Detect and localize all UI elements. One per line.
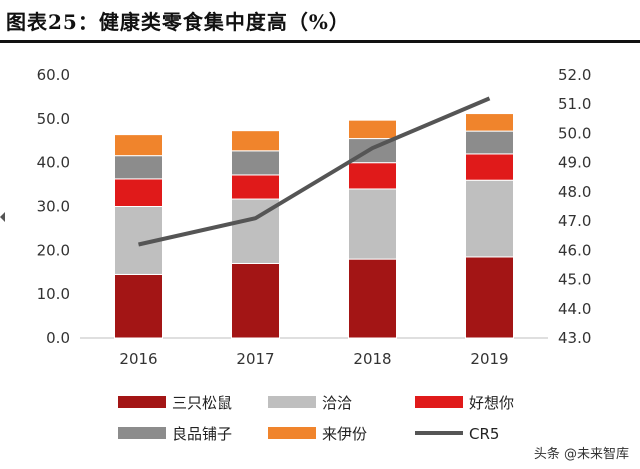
- y-left-tick-label: 0.0: [46, 329, 70, 347]
- y-right-tick-label: 50.0: [558, 124, 591, 142]
- bar-segment: [114, 134, 163, 157]
- y-right-tick-label: 49.0: [558, 154, 591, 172]
- watermark: 头条 @未来智库: [530, 442, 632, 463]
- y-left-tick-label: 50.0: [37, 110, 70, 128]
- y-right-tick-label: 44.0: [558, 300, 591, 318]
- x-tick-label: 2019: [470, 350, 508, 368]
- bar-segment: [465, 130, 514, 155]
- y-right-tick-label: 52.0: [558, 66, 591, 84]
- title-bar: 图表25：健康类零食集中度高（%）: [0, 0, 640, 44]
- y-right-tick-label: 51.0: [558, 95, 591, 113]
- bar-segment: [348, 119, 397, 140]
- bar-segment: [231, 262, 280, 339]
- y-left-tick-label: 40.0: [37, 154, 70, 172]
- y-right-tick-label: 45.0: [558, 271, 591, 289]
- x-tick-label: 2016: [119, 350, 157, 368]
- bar-segment: [465, 113, 514, 132]
- legend-label: 好想你: [469, 394, 514, 412]
- y-right-tick-label: 46.0: [558, 241, 591, 259]
- legend-label: CR5: [469, 425, 499, 443]
- legend-swatch: [415, 396, 463, 408]
- y-right-tick-label: 43.0: [558, 329, 591, 347]
- x-tick-label: 2017: [236, 350, 274, 368]
- bar-segment: [231, 174, 280, 200]
- legend-swatch: [268, 427, 316, 439]
- y-left-tick-label: 20.0: [37, 241, 70, 259]
- bar-segment: [231, 130, 280, 152]
- edge-marker: [0, 212, 5, 222]
- y-left-tick-label: 30.0: [37, 198, 70, 216]
- legend-label: 来伊份: [322, 425, 367, 443]
- y-right-tick-label: 48.0: [558, 183, 591, 201]
- bar-segment: [114, 155, 163, 180]
- legend-swatch: [118, 427, 166, 439]
- bar-segment: [465, 179, 514, 258]
- chart-title: 图表25：健康类零食集中度高（%）: [6, 10, 350, 34]
- bar-segment: [348, 258, 397, 339]
- legend-swatch: [268, 396, 316, 408]
- title-rule: [0, 40, 640, 43]
- bar-segment: [114, 178, 163, 207]
- bar-segment: [348, 162, 397, 190]
- legend-label: 良品铺子: [172, 425, 232, 443]
- y-right-tick-label: 47.0: [558, 212, 591, 230]
- cr5-line: [138, 96, 491, 247]
- legend-label: 三只松鼠: [172, 394, 232, 412]
- bar-segment: [348, 188, 397, 260]
- legend-label: 洽洽: [322, 394, 352, 412]
- bar-segment: [231, 150, 280, 176]
- y-left-tick-label: 60.0: [37, 66, 70, 84]
- legend-swatch: [118, 396, 166, 408]
- bar-segment: [114, 273, 163, 339]
- bar-segment: [465, 153, 514, 181]
- x-tick-label: 2018: [353, 350, 391, 368]
- y-left-tick-label: 10.0: [37, 285, 70, 303]
- bar-segment: [465, 256, 514, 339]
